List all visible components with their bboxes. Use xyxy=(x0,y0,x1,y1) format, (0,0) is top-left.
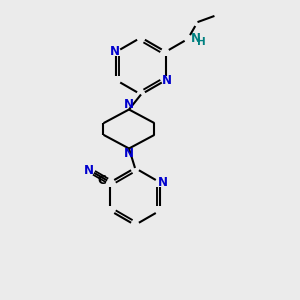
Text: N: N xyxy=(124,98,134,112)
Text: H: H xyxy=(197,37,206,47)
Text: N: N xyxy=(162,74,172,87)
Text: N: N xyxy=(84,164,94,177)
Text: N: N xyxy=(191,32,201,46)
Text: N: N xyxy=(124,146,134,160)
Text: C: C xyxy=(98,174,106,187)
Text: N: N xyxy=(110,45,120,58)
Text: N: N xyxy=(158,176,168,189)
